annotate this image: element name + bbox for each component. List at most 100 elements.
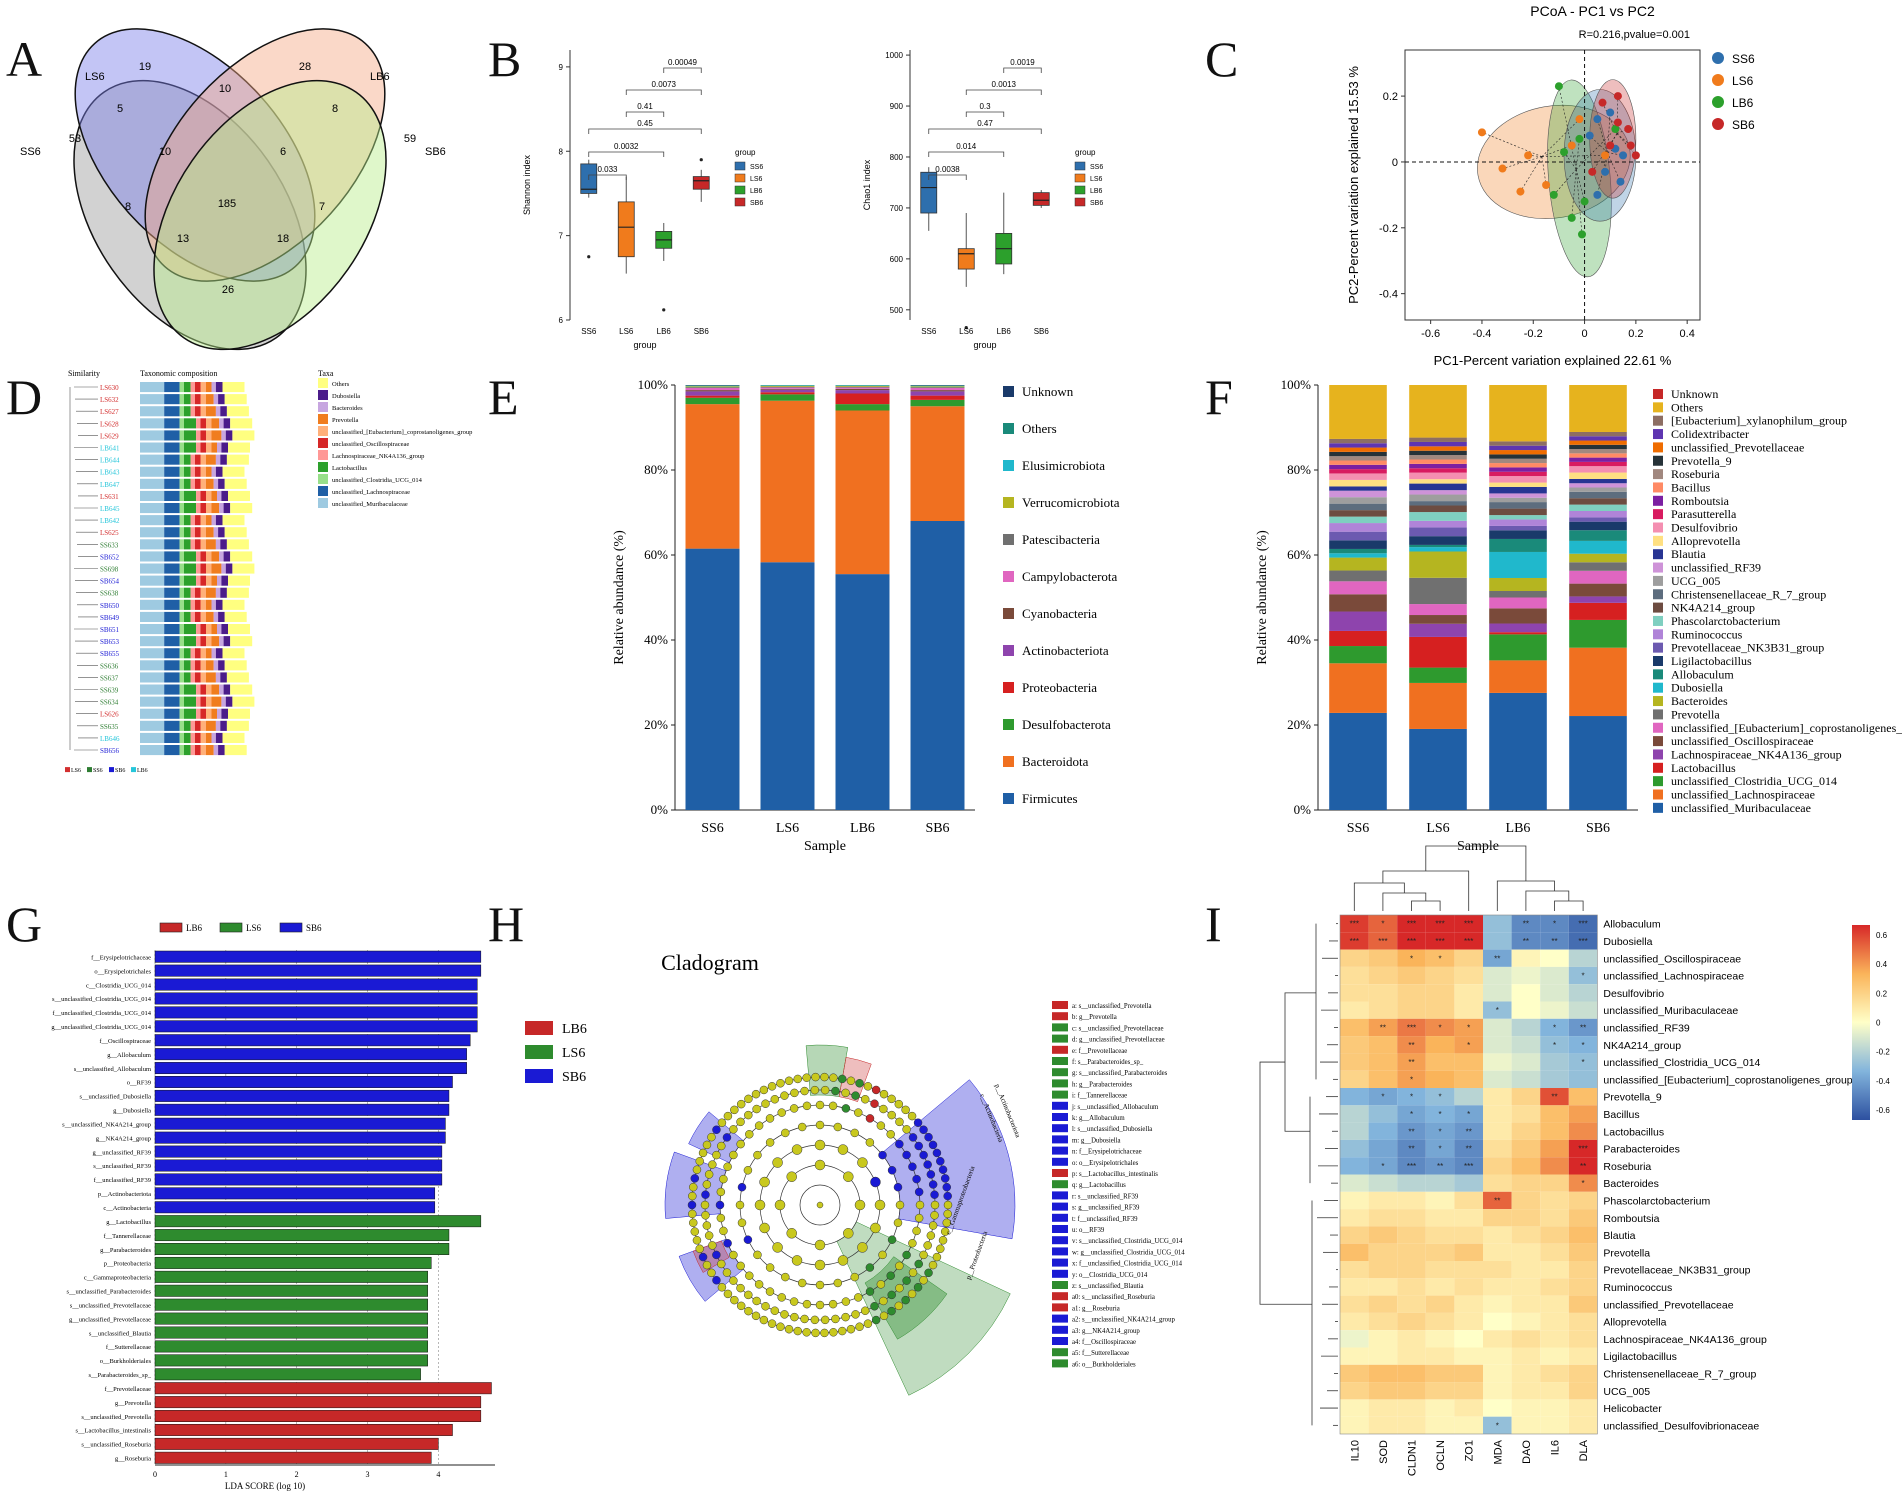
legend-swatch xyxy=(1003,386,1014,397)
bar-segment xyxy=(685,397,740,405)
legend-label: Bacteroides xyxy=(1671,694,1728,708)
tree-node xyxy=(802,1073,811,1082)
venn-set-label: SS6 xyxy=(20,146,41,158)
heatmap-cell xyxy=(1368,949,1398,967)
heatmap-cell xyxy=(1483,1261,1512,1279)
x-tick-label: LS6 xyxy=(619,327,634,336)
lda-bar-label: o__Erysipelotrichales xyxy=(94,968,151,975)
tree-node xyxy=(695,1244,704,1254)
row-label: unclassified_Muribaculaceae xyxy=(1603,1005,1738,1017)
composition-segment xyxy=(200,599,206,610)
key-swatch xyxy=(1052,1180,1068,1189)
tree-node xyxy=(928,1140,938,1150)
composition-segment xyxy=(190,454,195,465)
composition-segment xyxy=(196,418,201,429)
significance-star: * xyxy=(1582,1179,1585,1188)
box-outlier xyxy=(699,158,703,162)
venn-set-label: LS6 xyxy=(85,71,105,83)
tree-node xyxy=(854,1199,866,1211)
bar-segment xyxy=(835,393,890,405)
bar-segment xyxy=(1489,482,1547,487)
venn-region-count: 28 xyxy=(299,61,311,73)
key-swatch xyxy=(1052,1079,1068,1088)
x-axis-label: Sample xyxy=(804,839,846,854)
bar-segment xyxy=(1329,473,1387,480)
tree-node xyxy=(729,1276,738,1285)
heatmap-cell xyxy=(1540,1347,1569,1365)
tree-node xyxy=(743,1166,753,1175)
heatmap-cell xyxy=(1368,1226,1398,1244)
composition-segment xyxy=(200,478,206,489)
tree-node xyxy=(919,1150,928,1160)
sample-label: SS639 xyxy=(100,687,119,695)
significance-star: *** xyxy=(1350,920,1359,929)
heatmap-cell xyxy=(1568,1416,1598,1434)
heatmap-cell xyxy=(1368,1157,1398,1175)
bar-segment xyxy=(685,390,740,392)
composition-segment xyxy=(200,539,206,550)
composition-segment xyxy=(206,478,214,489)
y-axis-label: Relative abundance (%) xyxy=(1255,530,1270,665)
tree-node xyxy=(930,1190,939,1199)
heatmap-cell xyxy=(1340,1416,1369,1434)
key-label: r: s__unclassified_RF39 xyxy=(1072,1193,1139,1200)
lda-bar-label: f__Oscillospiraceae xyxy=(99,1038,151,1045)
heatmap-cell xyxy=(1483,1330,1512,1348)
heatmap-cell xyxy=(1397,984,1426,1002)
heatmap-cell xyxy=(1511,1243,1541,1261)
composition-segment xyxy=(230,551,253,562)
composition-segment xyxy=(179,636,184,647)
tree-node xyxy=(692,1236,702,1245)
tree-node xyxy=(707,1268,716,1278)
significance-star: ** xyxy=(1408,1041,1414,1050)
legend-swatch xyxy=(1003,793,1014,804)
tree-node xyxy=(722,1133,732,1142)
x-axis-label: PC1-Percent variation explained 22.61 % xyxy=(1434,353,1672,368)
tree-node xyxy=(729,1125,738,1134)
heatmap-cell xyxy=(1511,1364,1541,1383)
x-tick-label: 4 xyxy=(436,1470,440,1479)
heatmap-cell xyxy=(1340,1312,1369,1331)
composition-segment xyxy=(215,406,221,417)
legend-label: LB6 xyxy=(186,923,203,933)
composition-segment xyxy=(179,490,184,501)
composition-segment xyxy=(200,575,206,586)
composition-segment xyxy=(190,587,195,598)
legend-swatch xyxy=(734,173,746,183)
composition-segment xyxy=(164,636,180,647)
composition-segment xyxy=(179,551,184,562)
key-swatch xyxy=(1052,1292,1068,1301)
composition-segment xyxy=(206,624,212,635)
significance-star: ** xyxy=(1551,937,1557,946)
legend-label: SB6 xyxy=(306,923,322,933)
y-tick-label: 100% xyxy=(638,377,669,392)
heatmap-cell xyxy=(1483,1399,1512,1417)
tree-node xyxy=(870,1222,881,1234)
legend-swatch xyxy=(1653,696,1663,707)
tree-ring xyxy=(799,1184,841,1226)
composition-segment xyxy=(211,684,220,695)
composition-segment xyxy=(211,382,216,393)
sample-label: SS637 xyxy=(100,674,119,682)
composition-segment xyxy=(196,442,201,453)
y-tick-label: 9 xyxy=(559,63,564,72)
lda-bar xyxy=(154,1410,482,1422)
composition-segment xyxy=(179,696,184,707)
heatmap-cell xyxy=(1568,1347,1598,1365)
bar-segment xyxy=(1569,553,1627,563)
heatmap-cell xyxy=(1454,984,1483,1002)
key-swatch xyxy=(1052,1269,1068,1278)
composition-segment xyxy=(164,454,180,465)
legend-label: Desulfovibrio xyxy=(1671,521,1738,535)
bar-segment xyxy=(1489,450,1547,455)
column-label: MDA xyxy=(1492,1439,1504,1464)
bar-segment xyxy=(1409,501,1467,506)
legend-swatch xyxy=(1653,802,1663,813)
composition-segment xyxy=(184,720,191,731)
composition-segment xyxy=(206,720,216,731)
tree-node xyxy=(790,1312,799,1322)
composition-segment xyxy=(195,382,201,393)
heatmap-cell xyxy=(1454,1209,1483,1227)
heatmap-cell xyxy=(1454,1157,1483,1175)
key-swatch xyxy=(1052,1135,1068,1144)
